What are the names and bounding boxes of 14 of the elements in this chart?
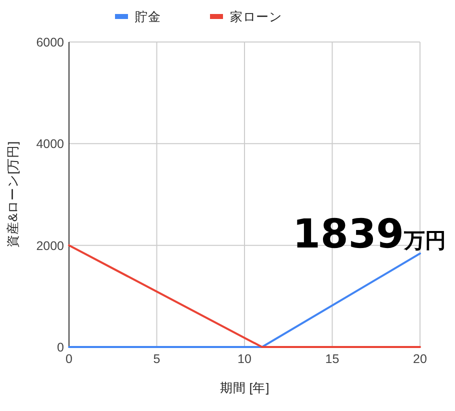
y-tick: 6000 — [36, 36, 64, 50]
x-title: 期間 [年] — [220, 381, 270, 395]
legend-label: 貯金 — [135, 10, 161, 24]
annotation: 1839万円 — [292, 212, 446, 258]
x-tick: 5 — [153, 352, 160, 366]
x-tick: 0 — [66, 352, 72, 366]
y-tick: 2000 — [36, 238, 64, 253]
y-tick: 0 — [57, 340, 64, 354]
y-title: 資産&ローン[万円] — [6, 141, 20, 248]
x-tick: 10 — [238, 352, 252, 366]
x-tick: 20 — [413, 352, 427, 366]
legend-label: 家ローン — [230, 10, 282, 24]
y-tick: 4000 — [36, 137, 64, 152]
x-tick: 15 — [325, 352, 340, 366]
